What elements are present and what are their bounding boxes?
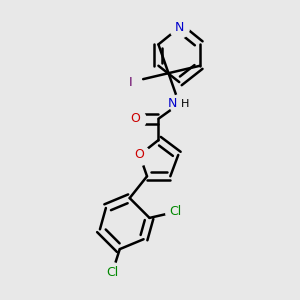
- Text: O: O: [131, 112, 141, 125]
- Text: I: I: [129, 76, 133, 88]
- Text: Cl: Cl: [106, 266, 118, 279]
- Text: H: H: [181, 99, 190, 109]
- Text: N: N: [175, 21, 184, 34]
- Text: N: N: [168, 98, 177, 110]
- Text: O: O: [135, 148, 145, 161]
- Text: Cl: Cl: [169, 206, 182, 218]
